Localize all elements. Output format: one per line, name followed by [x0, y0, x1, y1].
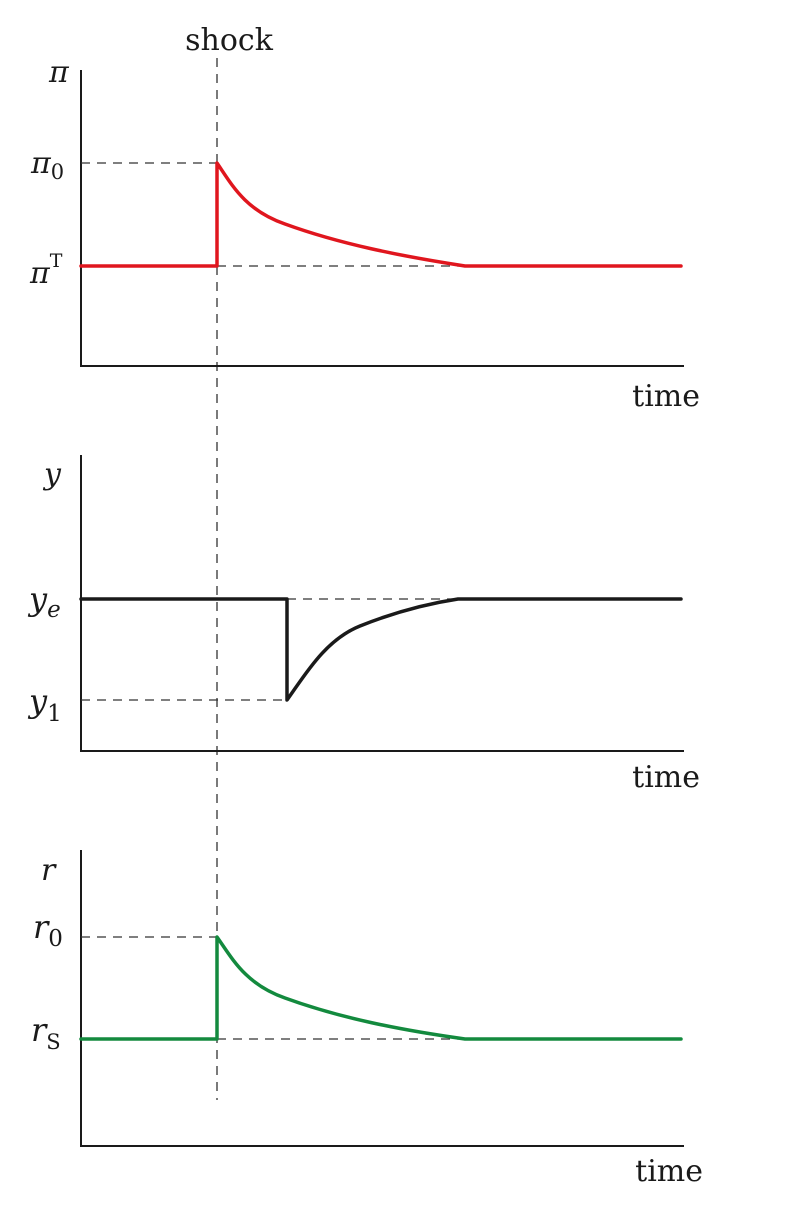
shock-label: shock: [185, 23, 274, 58]
inflation-time-label: time: [632, 379, 700, 414]
y1-label: y1: [27, 682, 62, 727]
piT-label: πT: [29, 250, 63, 291]
inflation-panel: π π0 πT time: [29, 55, 700, 414]
ye-label: ye: [27, 580, 61, 623]
interest-axis-label: r: [41, 853, 57, 888]
interest-axes: [80, 850, 684, 1147]
output-time-label: time: [632, 760, 700, 795]
inflation-axes: [80, 70, 684, 367]
output-panel: y ye y1 time: [27, 455, 700, 795]
inflation-curve: [79, 161, 683, 268]
pi0-label: π0: [30, 146, 64, 184]
rS-label: rS: [31, 1011, 61, 1054]
inflation-axis-label: π: [48, 55, 70, 90]
output-axis-label: y: [42, 457, 62, 492]
output-axes: [80, 455, 684, 752]
interest-curve: [79, 935, 683, 1041]
r0-label: r0: [33, 908, 63, 952]
output-curve: [79, 597, 683, 702]
interest-time-label: time: [635, 1154, 703, 1189]
interest-panel: r r0 rS time: [31, 850, 703, 1189]
